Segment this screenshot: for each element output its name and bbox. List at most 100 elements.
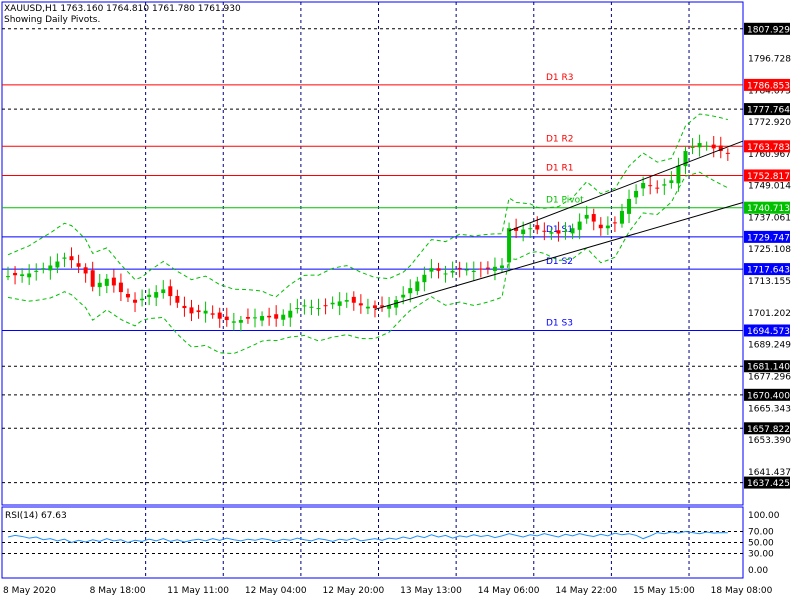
price-axis-tick: 1796.728	[748, 55, 791, 65]
pivot-level-label: D1 S1	[546, 225, 573, 235]
candle-body	[41, 268, 46, 270]
rsi-axis-tick: 30.00	[748, 550, 774, 560]
candle-body	[676, 165, 681, 184]
time-axis-tick: 8 May 2020	[3, 586, 56, 596]
candle-body	[662, 184, 667, 186]
candle-body	[492, 266, 497, 271]
price-label-box	[744, 169, 790, 182]
candle-body	[535, 225, 540, 230]
price-label-text: 1807.929	[747, 25, 790, 35]
candle-body	[521, 229, 526, 235]
candle-body	[238, 320, 243, 323]
candle-body	[401, 294, 406, 298]
candle-body	[598, 224, 603, 229]
candle-body	[83, 267, 88, 274]
candle-body	[55, 261, 60, 268]
candle-body	[175, 295, 180, 303]
candle-body	[337, 301, 342, 306]
candle-body	[627, 198, 632, 214]
price-label-box	[744, 422, 790, 435]
price-label-text: 1729.747	[747, 233, 790, 243]
candle-body	[450, 270, 455, 273]
candle-body	[118, 282, 123, 293]
candle-body	[189, 307, 194, 314]
candle-body	[718, 145, 723, 152]
candle-body	[619, 210, 624, 224]
candle-body	[605, 225, 610, 229]
candle-body	[422, 274, 427, 283]
candle-body	[125, 293, 130, 298]
price-label-text: 1740.713	[747, 204, 790, 214]
candle-body	[443, 273, 448, 275]
pivot-level-label: D1 R3	[546, 73, 574, 83]
pivot-level-label: D1 R1	[546, 163, 574, 173]
candle-body	[62, 257, 67, 259]
trendline[interactable]	[374, 202, 744, 310]
candle-body	[415, 281, 420, 292]
candle-body	[330, 302, 335, 305]
candle-body	[196, 310, 201, 313]
time-axis-tick: 12 May 20:00	[323, 586, 385, 596]
candle-body	[549, 232, 554, 234]
candle-body	[570, 228, 575, 234]
trendline[interactable]	[508, 140, 744, 232]
price-label-box	[744, 388, 790, 401]
candle-body	[584, 214, 589, 219]
candle-body	[485, 267, 490, 269]
candle-body	[711, 144, 716, 149]
price-label-box	[744, 78, 790, 91]
candle-body	[542, 230, 547, 232]
candle-body	[408, 288, 413, 294]
candle-body	[436, 268, 441, 271]
candle-body	[69, 256, 74, 261]
candle-body	[203, 310, 208, 314]
candle-body	[104, 278, 109, 286]
time-axis-tick: 11 May 11:00	[167, 586, 229, 596]
candle-body	[655, 187, 660, 189]
pivot-level-label: D1 S2	[546, 257, 573, 267]
candle-body	[669, 180, 674, 183]
price-axis-tick: 1784.675	[748, 87, 791, 97]
symbol-header: XAUUSD,H1 1763.160 1764.810 1761.780 176…	[4, 4, 241, 14]
price-label-box	[744, 230, 790, 243]
candle-body	[90, 270, 95, 287]
candle-body	[697, 143, 702, 148]
price-axis-tick: 1760.967	[748, 150, 791, 160]
candle-body	[13, 272, 18, 276]
price-label-text: 1694.573	[747, 327, 790, 337]
price-axis-tick: 1749.014	[748, 182, 791, 192]
candle-body	[154, 292, 159, 298]
candle-body	[316, 308, 321, 310]
time-axis-tick: 12 May 04:00	[245, 586, 307, 596]
candle-body	[556, 230, 561, 234]
candle-body	[471, 270, 476, 272]
main-chart-frame	[1, 1, 744, 506]
time-axis-tick: 8 May 18:00	[90, 586, 146, 596]
candle-body	[97, 282, 102, 288]
band-lower-line	[7, 171, 729, 354]
candle-body	[281, 314, 286, 320]
candle-body	[704, 145, 709, 147]
price-label-text: 1786.853	[747, 81, 790, 91]
price-label-box	[744, 201, 790, 214]
price-axis-tick: 1677.296	[748, 372, 791, 382]
pivot-level-label: D1 S3	[546, 318, 573, 328]
candle-body	[133, 299, 138, 303]
price-label-box	[744, 360, 790, 373]
rsi-frame	[1, 506, 744, 579]
candle-body	[344, 300, 349, 302]
price-label-text: 1763.783	[747, 143, 790, 153]
candle-body	[612, 222, 617, 224]
rsi-axis-tick: 0.00	[748, 566, 768, 576]
candle-body	[245, 317, 250, 319]
candle-body	[20, 274, 25, 277]
candle-body	[500, 265, 504, 268]
candle-body	[224, 316, 229, 321]
price-label-box	[744, 140, 790, 153]
candle-body	[387, 305, 392, 309]
candle-body	[641, 182, 646, 189]
rsi-axis-tick: 70.00	[748, 528, 774, 538]
candle-body	[478, 268, 483, 270]
candle-body	[507, 228, 512, 263]
